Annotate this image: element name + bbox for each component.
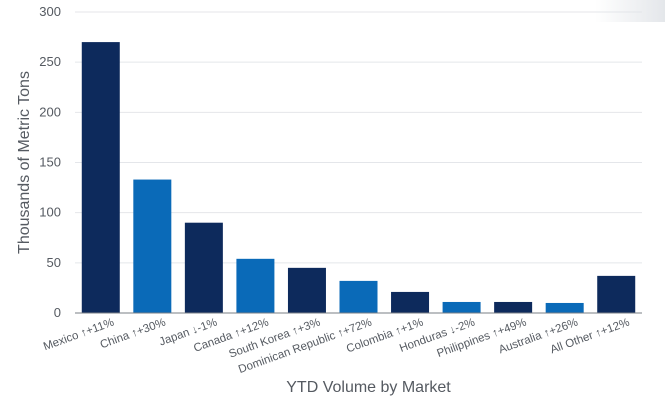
- bars: [81, 42, 636, 313]
- bar: [339, 280, 378, 313]
- y-axis-title: Thousands of Metric Tons: [16, 71, 33, 254]
- x-tick-labels: Mexico ↑+11%China ↑+30%Japan ↓-1%Canada …: [42, 317, 631, 376]
- y-tick-label: 150: [39, 155, 61, 170]
- y-tick-label: 100: [39, 205, 61, 220]
- bar: [545, 302, 584, 313]
- y-tick-label: 50: [47, 255, 61, 270]
- bar: [287, 267, 326, 313]
- bar: [81, 42, 120, 313]
- y-tick-label: 300: [39, 4, 61, 19]
- bar: [184, 222, 223, 313]
- y-tick-label: 0: [54, 305, 61, 320]
- bar: [494, 301, 533, 313]
- y-tick-label: 250: [39, 54, 61, 69]
- bar: [236, 258, 275, 313]
- bar: [597, 275, 636, 313]
- y-tick-label: 200: [39, 104, 61, 119]
- x-axis-title: YTD Volume by Market: [286, 379, 451, 396]
- bar: [391, 291, 430, 313]
- bar: [442, 301, 481, 313]
- bar: [133, 179, 172, 313]
- corner-shade: [595, 0, 665, 22]
- y-tick-labels: 0 50 100 150 200 250 300: [39, 4, 61, 320]
